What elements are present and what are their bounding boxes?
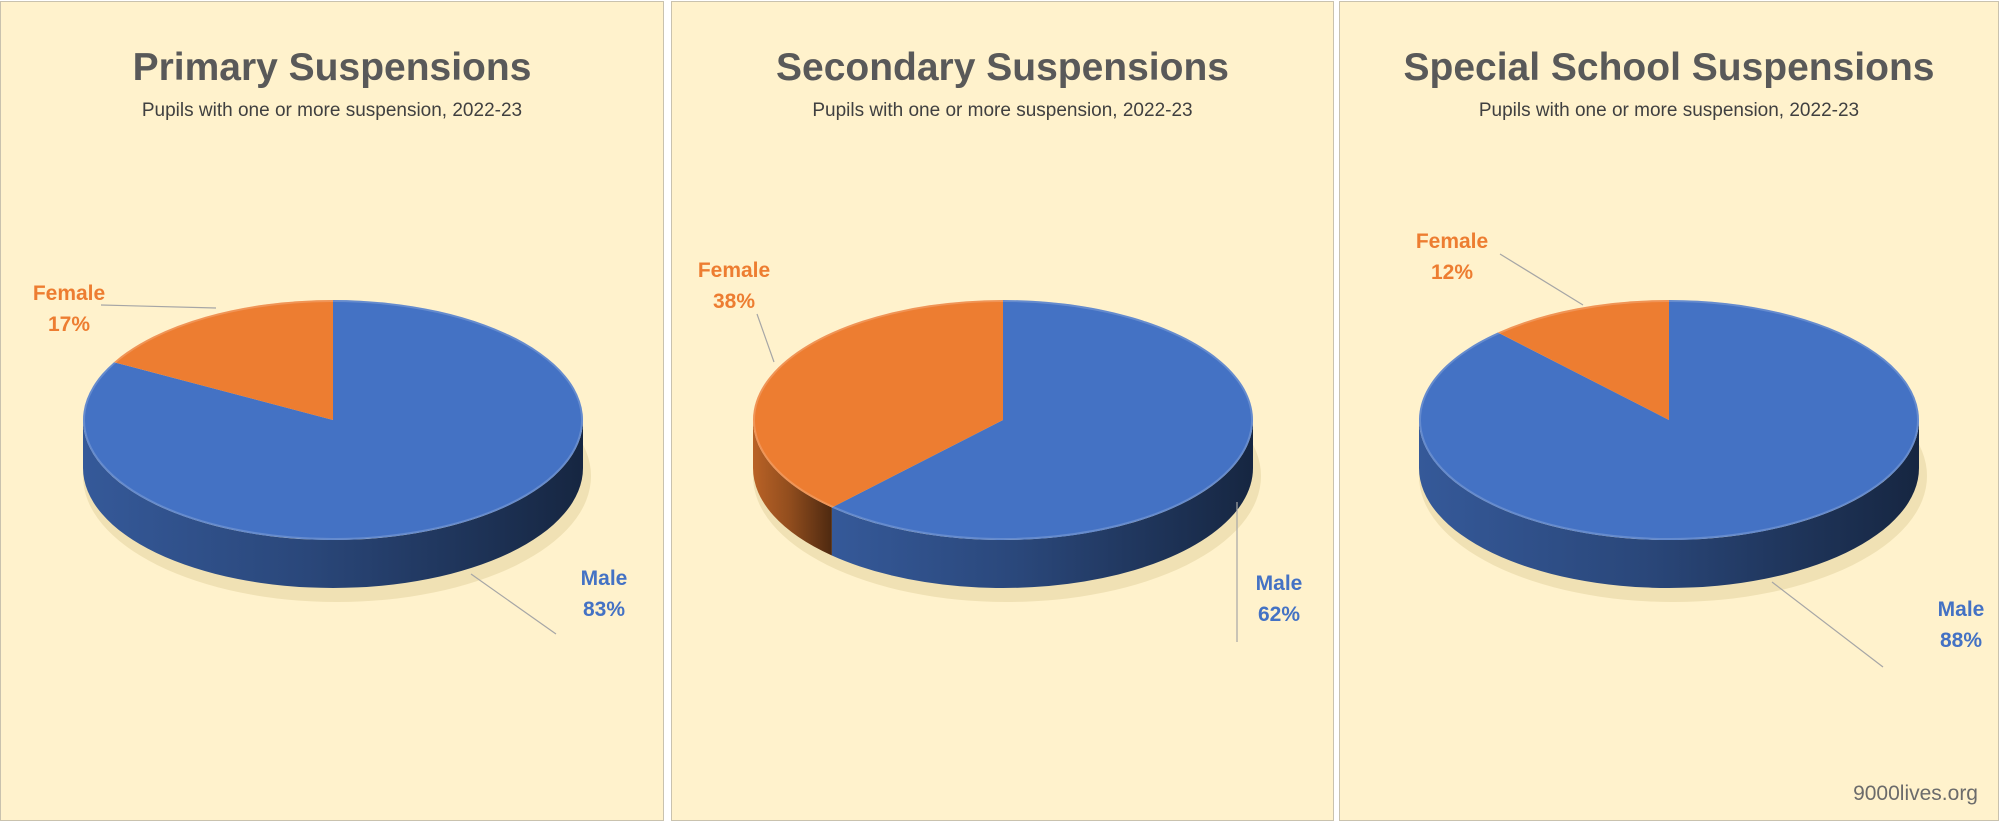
leader-line-female <box>1499 253 1584 306</box>
data-label-female-value: 17% <box>48 313 90 336</box>
pie-side-male <box>831 420 1253 589</box>
leader-line-female <box>100 304 217 309</box>
chart-panel-primary: Primary Suspensions Pupils with one or m… <box>0 1 664 821</box>
pie-slice-female <box>113 300 333 420</box>
chart-subtitle: Pupils with one or more suspension, 2022… <box>812 100 1193 121</box>
data-label-male-value: 88% <box>1940 629 1982 652</box>
chart-title: Special School Suspensions <box>1403 46 1935 89</box>
pie-chart-special-school: Female 12% Male 88% <box>1416 230 1985 668</box>
data-label-female-name: Female <box>33 282 105 305</box>
data-label-female-value: 12% <box>1431 261 1473 284</box>
pie-side-female <box>753 420 832 556</box>
pie-side-male <box>83 420 583 588</box>
leader-line-male <box>470 573 557 635</box>
chart-subtitle: Pupils with one or more suspension, 2022… <box>1478 100 1860 121</box>
leader-line-male <box>1771 581 1884 668</box>
data-label-male-name: Male <box>1938 598 1985 621</box>
pie-chart-secondary: Female 38% Male 62% <box>698 259 1303 642</box>
pie-slice-female <box>752 300 1003 508</box>
data-label-female-name: Female <box>1416 230 1488 253</box>
data-label-male-value: 62% <box>1258 603 1300 626</box>
data-label-female-value: 38% <box>713 290 755 313</box>
pie-slice-female <box>1497 300 1669 420</box>
pie-chart-primary: Female 17% Male 83% <box>33 282 628 635</box>
pie-side-male <box>1419 420 1919 588</box>
data-label-male-name: Male <box>1256 572 1303 595</box>
chart-title: Secondary Suspensions <box>776 46 1229 89</box>
data-label-male-name: Male <box>581 567 628 590</box>
data-label-female-name: Female <box>698 259 770 282</box>
chart-subtitle: Pupils with one or more suspension, 2022… <box>141 100 523 121</box>
watermark: 9000lives.org <box>1853 782 1978 805</box>
chart-panel-secondary: Secondary Suspensions Pupils with one or… <box>671 1 1334 821</box>
chart-panel-special-school: Special School Suspensions Pupils with o… <box>1339 1 1999 821</box>
data-label-male-value: 83% <box>583 598 625 621</box>
pie-slice-male <box>831 300 1253 540</box>
leader-line-female <box>756 313 775 363</box>
chart-title: Primary Suspensions <box>132 46 532 89</box>
